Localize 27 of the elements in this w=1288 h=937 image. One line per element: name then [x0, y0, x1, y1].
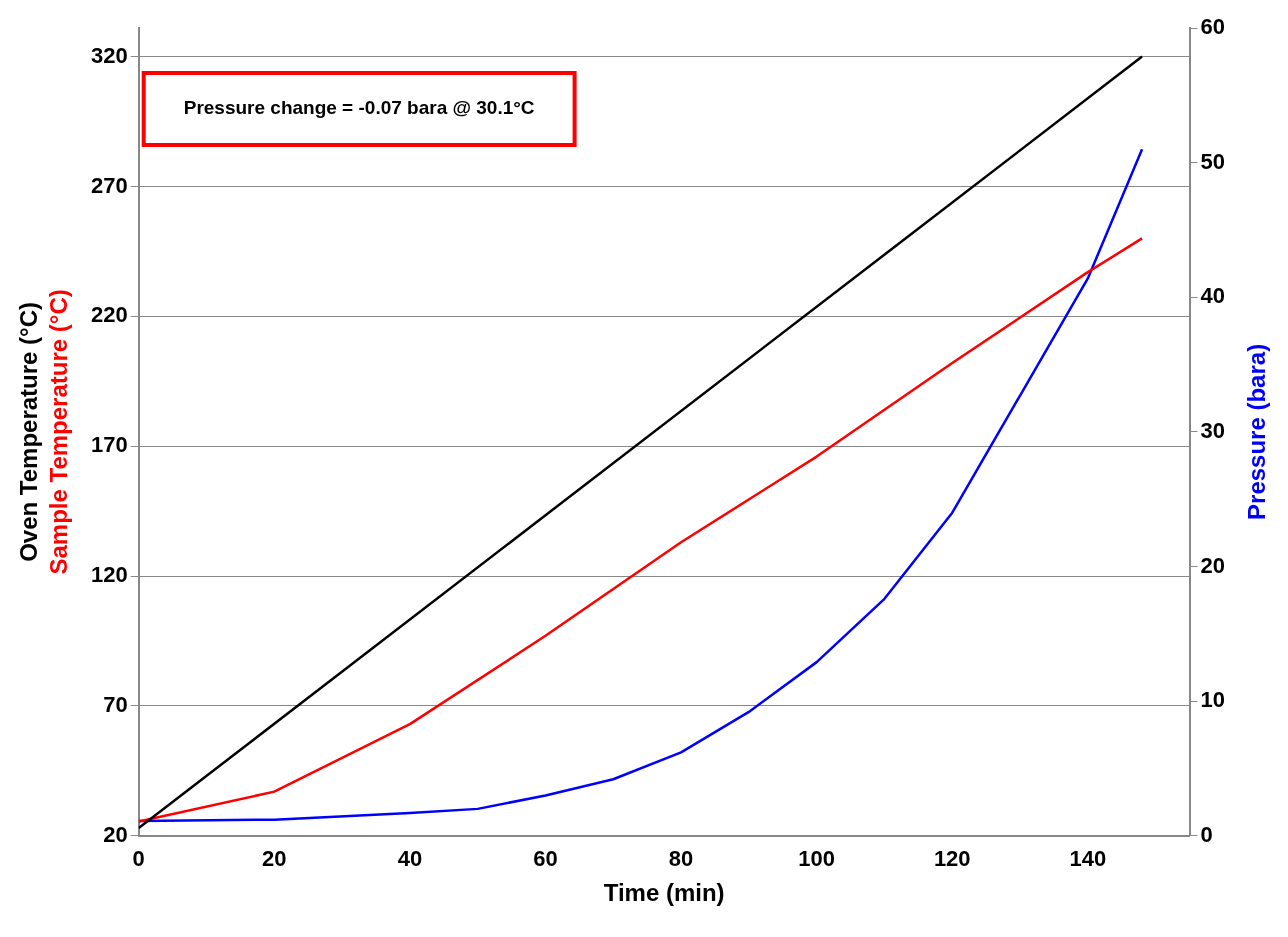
y2-tick-label: 60 [1200, 14, 1226, 40]
x-tick-label: 120 [933, 846, 971, 872]
y-tick-label: 270 [90, 172, 128, 198]
y2-tick-label: 50 [1200, 148, 1226, 174]
y2-tick-label: 40 [1200, 283, 1226, 309]
y2-tick-label: 10 [1200, 687, 1226, 713]
y-tick-label: 120 [90, 562, 128, 588]
x-tick-label: 60 [533, 846, 558, 872]
y2-tick-label: 30 [1200, 417, 1226, 443]
x-tick-label: 100 [798, 846, 836, 872]
x-tick-label: 140 [1069, 846, 1107, 872]
x-axis-title: Time (min) [603, 879, 725, 907]
text: Oven Temperature (°C) [14, 301, 42, 562]
y2-tick-label: 20 [1200, 552, 1226, 578]
y-tick-label: 220 [90, 302, 128, 328]
text: Pressure (bara) [1242, 343, 1270, 520]
y-tick-label: 70 [103, 691, 128, 717]
x-tick-label: 20 [262, 846, 287, 872]
x-tick-label: 40 [397, 846, 423, 872]
text: Sample Temperature (°C) [44, 289, 72, 575]
y-tick-label: 20 [103, 821, 128, 847]
annotation: Pressure change = -0.07 bara @ 30.1°C [183, 97, 535, 119]
y-tick-label: 320 [90, 42, 128, 68]
y-tick-label: 170 [90, 432, 128, 458]
y2-tick-label: 0 [1200, 821, 1213, 847]
x-tick-label: 0 [132, 846, 145, 872]
x-tick-label: 80 [668, 846, 694, 872]
